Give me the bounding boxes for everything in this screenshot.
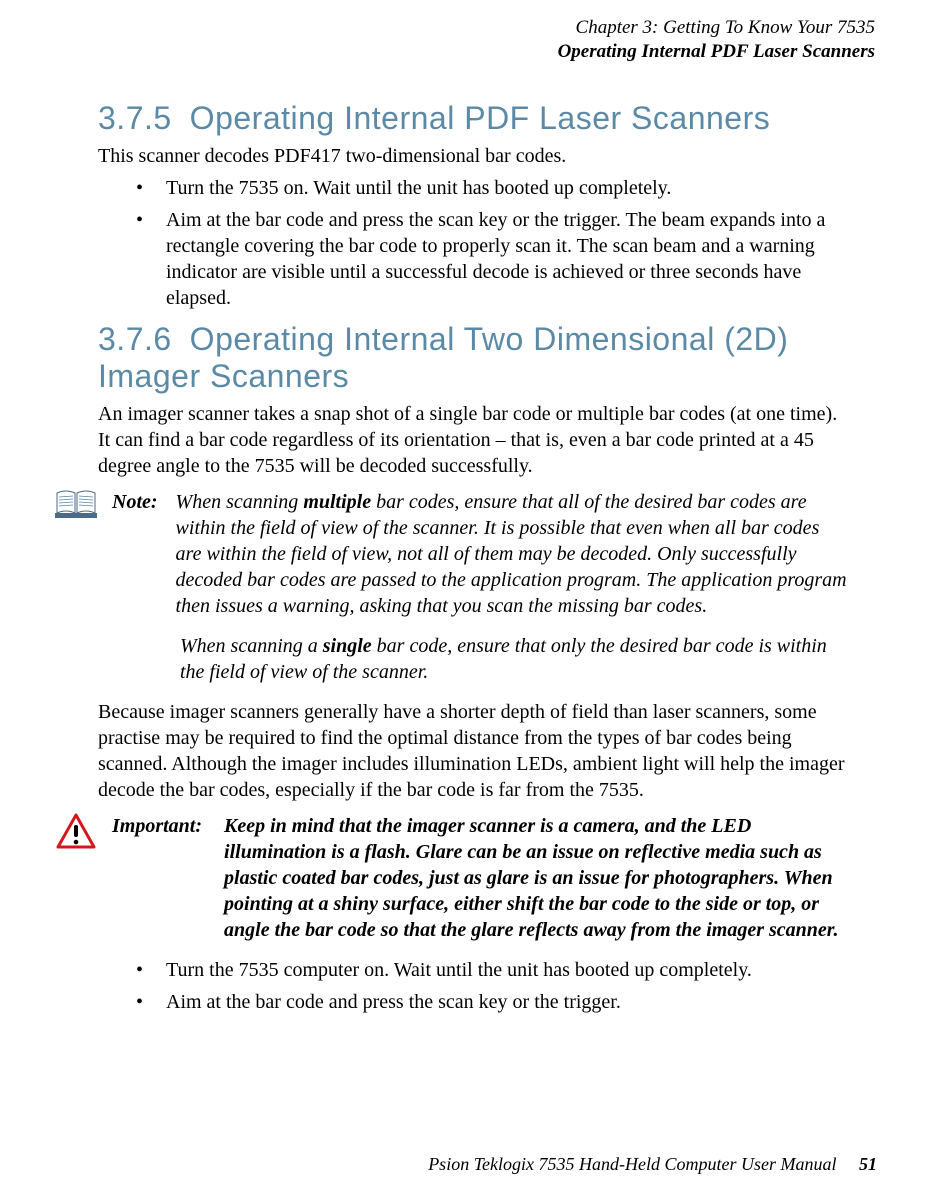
bullets-376: Turn the 7535 computer on. Wait until th… xyxy=(98,957,849,1015)
note-p2-pre: When scanning a xyxy=(180,635,323,657)
warning-icon xyxy=(54,813,98,849)
important-text: Important: Keep in mind that the imager … xyxy=(112,813,849,943)
note-p1-pre: When scanning xyxy=(176,491,304,513)
running-header: Chapter 3: Getting To Know Your 7535 Ope… xyxy=(50,16,877,64)
heading-376-num: 3.7.6 xyxy=(98,321,172,357)
note-label: Note: xyxy=(112,489,158,619)
intro-376: An imager scanner takes a snap shot of a… xyxy=(98,401,849,479)
page-footer: Psion Teklogix 7535 Hand-Held Computer U… xyxy=(428,1154,877,1175)
header-section: Operating Internal PDF Laser Scanners xyxy=(50,40,875,64)
note-callout: Note: When scanning multiple bar codes, … xyxy=(54,489,849,685)
note-p1-bold: multiple xyxy=(303,491,371,513)
list-item: Turn the 7535 on. Wait until the unit ha… xyxy=(136,175,849,201)
important-label: Important: xyxy=(112,813,202,943)
heading-376: 3.7.6Operating Internal Two Dimensional … xyxy=(98,321,849,395)
page-content: 3.7.5 Operating Internal PDF Laser Scanne… xyxy=(50,100,877,1015)
heading-376-title: Operating Internal Two Dimensional (2D) … xyxy=(98,321,788,394)
heading-375-title: Operating Internal PDF Laser Scanners xyxy=(190,100,771,136)
header-chapter: Chapter 3: Getting To Know Your 7535 xyxy=(50,16,875,40)
heading-375-num: 3.7.5 xyxy=(98,100,172,136)
book-icon xyxy=(54,489,98,519)
mid-para-376: Because imager scanners generally have a… xyxy=(98,699,849,803)
list-item: Aim at the bar code and press the scan k… xyxy=(136,207,849,311)
list-item: Aim at the bar code and press the scan k… xyxy=(136,989,849,1015)
important-body: Keep in mind that the imager scanner is … xyxy=(224,813,849,943)
note-p2-bold: single xyxy=(323,635,372,657)
heading-375: 3.7.5 Operating Internal PDF Laser Scanne… xyxy=(98,100,849,137)
page-number: 51 xyxy=(859,1154,877,1174)
note-text: Note: When scanning multiple bar codes, … xyxy=(112,489,849,685)
note-body-2: When scanning a single bar code, ensure … xyxy=(112,633,849,685)
bullets-375: Turn the 7535 on. Wait until the unit ha… xyxy=(98,175,849,311)
list-item: Turn the 7535 computer on. Wait until th… xyxy=(136,957,849,983)
intro-375: This scanner decodes PDF417 two-dimensio… xyxy=(98,143,849,169)
footer-text: Psion Teklogix 7535 Hand-Held Computer U… xyxy=(428,1154,836,1174)
note-body-1: When scanning multiple bar codes, ensure… xyxy=(176,489,849,619)
important-callout: Important: Keep in mind that the imager … xyxy=(54,813,849,943)
